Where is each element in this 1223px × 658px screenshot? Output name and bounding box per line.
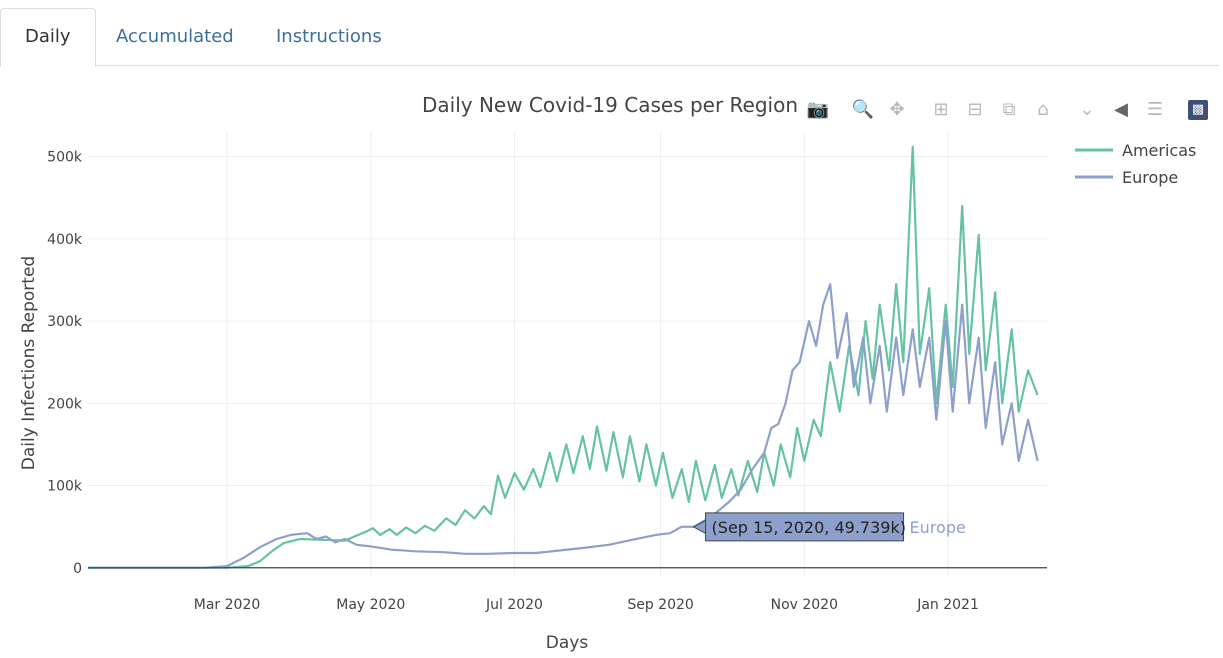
chart-title: Daily New Covid-19 Cases per Region — [422, 93, 798, 117]
hover-compare-icon[interactable]: ☰ — [1146, 99, 1164, 120]
y-tick-label: 200k — [47, 396, 83, 412]
tab-accumulated[interactable]: Accumulated — [116, 26, 234, 47]
x-tick-label: Nov 2020 — [771, 597, 838, 613]
y-tick-label: 400k — [47, 232, 83, 248]
tab-instructions[interactable]: Instructions — [276, 26, 382, 47]
tab-daily[interactable]: Daily — [0, 8, 96, 67]
hover-tooltip-text: (Sep 15, 2020, 49.739k) — [712, 518, 906, 537]
camera-icon[interactable]: 📷 — [806, 99, 830, 120]
modebar: 📷 🔍 ✥ ⊞ ⊟ ⧉ ⌂ ⌄ ◀ ☰ ▩ — [0, 98, 1223, 126]
plotly-logo-icon[interactable]: ▩ — [1188, 100, 1208, 120]
reset-axes-icon[interactable]: ⌂ — [1037, 99, 1049, 120]
legend-label-europe[interactable]: Europe — [1122, 168, 1178, 187]
y-axis-label: Daily Infections Reported — [19, 256, 39, 470]
y-tick-label: 300k — [47, 314, 83, 330]
zoom-in-icon[interactable]: ⊞ — [933, 99, 949, 120]
x-tick-label: Jan 2021 — [916, 597, 979, 613]
series-layer — [88, 145, 1039, 569]
hover-closest-icon[interactable]: ◀ — [1114, 99, 1128, 120]
spike-lines-icon[interactable]: ⌄ — [1079, 99, 1095, 120]
series-line-americas[interactable] — [88, 145, 1039, 569]
series-line-europe[interactable] — [88, 283, 1039, 569]
hover-tooltip-series: Europe — [910, 518, 966, 537]
autoscale-icon[interactable]: ⧉ — [1002, 99, 1016, 120]
y-tick-label: 0 — [73, 561, 82, 577]
legend-label-americas[interactable]: Americas — [1122, 141, 1196, 160]
x-tick-label: Jul 2020 — [485, 597, 543, 613]
y-tick-label: 100k — [47, 479, 83, 495]
tick-labels: 0 100k 200k 300k 400k 500k Mar 2020 May 2020 Jul… — [47, 150, 979, 613]
tab-bar: Daily Accumulated Instructions — [0, 0, 1223, 67]
x-tick-label: Mar 2020 — [194, 597, 261, 613]
y-tick-label: 500k — [47, 150, 83, 166]
zoom-out-icon[interactable]: ⊟ — [967, 99, 983, 120]
x-tick-label: Sep 2020 — [627, 597, 693, 613]
pan-icon[interactable]: ✥ — [889, 99, 905, 120]
tab-bar-divider — [90, 65, 1219, 66]
hover-tooltip-box — [705, 512, 905, 542]
x-axis-label: Days — [546, 633, 589, 653]
hover-tooltip: (Sep 15, 2020, 49.739k) Europe — [692, 512, 966, 542]
chart[interactable]: 0 100k 200k 300k 400k 500k Mar 2020 May 2020 Jul… — [0, 66, 1223, 658]
x-tick-label: May 2020 — [336, 597, 405, 613]
zoom-icon[interactable]: 🔍 — [851, 99, 875, 120]
legend[interactable]: Americas Europe — [1075, 141, 1196, 187]
